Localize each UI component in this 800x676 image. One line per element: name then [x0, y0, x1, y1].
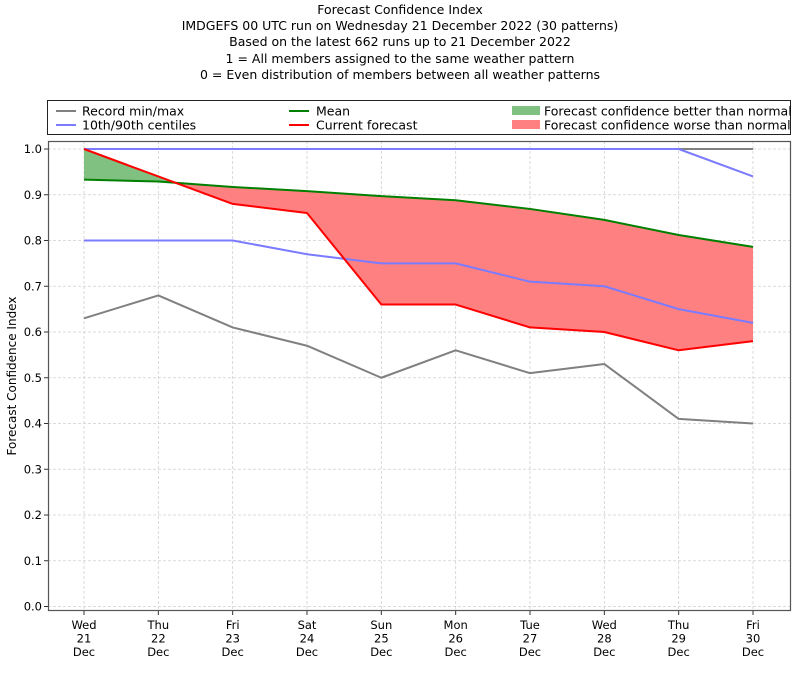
x-tick-label-line: 27	[523, 632, 538, 646]
legend-label-mean: Mean	[316, 104, 350, 119]
legend-label-better: Forecast confidence better than normal	[544, 104, 792, 119]
legend-swatch-better	[512, 106, 540, 115]
legend-label-worse: Forecast confidence worse than normal	[544, 118, 791, 133]
x-tick-label-line: Dec	[296, 645, 318, 659]
x-tick-label-line: Dec	[668, 645, 690, 659]
y-tick-label: 0.9	[24, 188, 42, 202]
x-tick-label-line: 22	[151, 632, 166, 646]
legend-label-current: Current forecast	[316, 118, 418, 133]
y-tick-label: 0.7	[24, 279, 42, 293]
x-tick-label-line: Fri	[226, 618, 240, 632]
x-tick-label: Sat 24 Dec	[296, 618, 318, 659]
x-tick-label-line: Dec	[445, 645, 467, 659]
plot-frame	[47, 140, 792, 612]
x-tick-label: Wed 28 Dec	[592, 618, 617, 659]
y-tick-label: 0.5	[24, 371, 42, 385]
x-tick-label-line: Dec	[73, 645, 95, 659]
x-tick-label-line: Dec	[147, 645, 169, 659]
chart-title: Forecast Confidence Index	[317, 2, 483, 17]
x-tick-label: Thu 22 Dec	[147, 618, 170, 659]
y-axis: 0.0 0.1 0.2 0.3 0.4 0.5 0.6 0.7 0.8 0.9 1.0	[24, 142, 48, 614]
y-tick-label: 1.0	[24, 142, 42, 156]
chart-subtitle-scale-min: 0 = Even distribution of members between…	[199, 66, 601, 82]
x-tick-label-line: 28	[597, 632, 612, 646]
x-tick-label-line: Wed	[71, 618, 96, 632]
series-line-10th-centile	[84, 239, 754, 324]
x-tick-label: Wed 21 Dec	[71, 618, 96, 659]
x-tick-label-line: 30	[746, 632, 761, 646]
chart-subtitle-basis: Based on the latest 662 runs up to 21 De…	[229, 34, 571, 50]
series-line-record-min	[83, 294, 754, 425]
y-tick-label: 0.4	[24, 417, 42, 431]
x-tick-label-line: Tue	[519, 618, 540, 632]
series-lines	[83, 148, 754, 425]
x-tick-label: Sun 25 Dec	[370, 618, 392, 659]
x-tick-label-line: Sun	[370, 618, 392, 632]
x-tick-label: Fri 23 Dec	[222, 618, 244, 659]
x-tick-label-line: Dec	[222, 645, 244, 659]
x-tick-label-line: Thu	[667, 618, 690, 632]
legend-frame	[47, 100, 791, 135]
x-tick-label-line: Mon	[444, 618, 468, 632]
x-tick-label-line: Dec	[370, 645, 392, 659]
series-line-90th-centile	[84, 148, 754, 178]
legend-swatch-worse	[512, 120, 540, 129]
y-tick-label: 0.0	[24, 600, 42, 614]
x-tick-label-line: 25	[374, 632, 389, 646]
chart-subtitle-run: IMDGEFS 00 UTC run on Wednesday 21 Decem…	[181, 18, 619, 34]
y-axis-label: Forecast Confidence Index	[5, 297, 19, 456]
x-tick-label-line: 24	[300, 632, 315, 646]
x-tick-label-line: Dec	[519, 645, 541, 659]
x-tick-label: Mon 26 Dec	[444, 618, 468, 659]
x-tick-label-line: Sat	[298, 618, 317, 632]
x-tick-label-line: Dec	[742, 645, 764, 659]
x-tick-label-line: 29	[671, 632, 686, 646]
x-tick-label-line: 21	[77, 632, 92, 646]
x-tick-label-line: 23	[225, 632, 240, 646]
confidence-fills	[84, 149, 754, 351]
fill-worse-than-normal	[175, 182, 754, 351]
x-tick-label: Fri 30 Dec	[742, 618, 764, 659]
x-tick-label: Tue 27 Dec	[519, 618, 541, 659]
y-tick-label: 0.3	[24, 462, 42, 476]
legend-label-record: Record min/max	[82, 104, 184, 119]
series-line-current-forecast	[83, 148, 754, 352]
y-tick-label: 0.1	[24, 554, 42, 568]
y-tick-label: 0.8	[24, 234, 42, 248]
legend: Record min/max 10th/90th centiles Mean C…	[47, 100, 792, 135]
x-tick-label-line: Wed	[592, 618, 617, 632]
x-tick-label-line: Thu	[147, 618, 170, 632]
y-tick-label: 0.2	[24, 508, 42, 522]
y-tick-label: 0.6	[24, 325, 42, 339]
legend-label-centiles: 10th/90th centiles	[82, 118, 196, 133]
x-tick-label-line: 26	[448, 632, 463, 646]
chart-title-block: Forecast Confidence Index IMDGEFS 00 UTC…	[0, 2, 800, 83]
x-tick-label: Thu 29 Dec	[667, 618, 690, 659]
series-line-mean	[83, 178, 754, 248]
x-tick-label-line: Fri	[746, 618, 760, 632]
x-tick-label-line: Dec	[593, 645, 615, 659]
chart-subtitle-scale-max: 1 = All members assigned to the same wea…	[225, 50, 575, 66]
